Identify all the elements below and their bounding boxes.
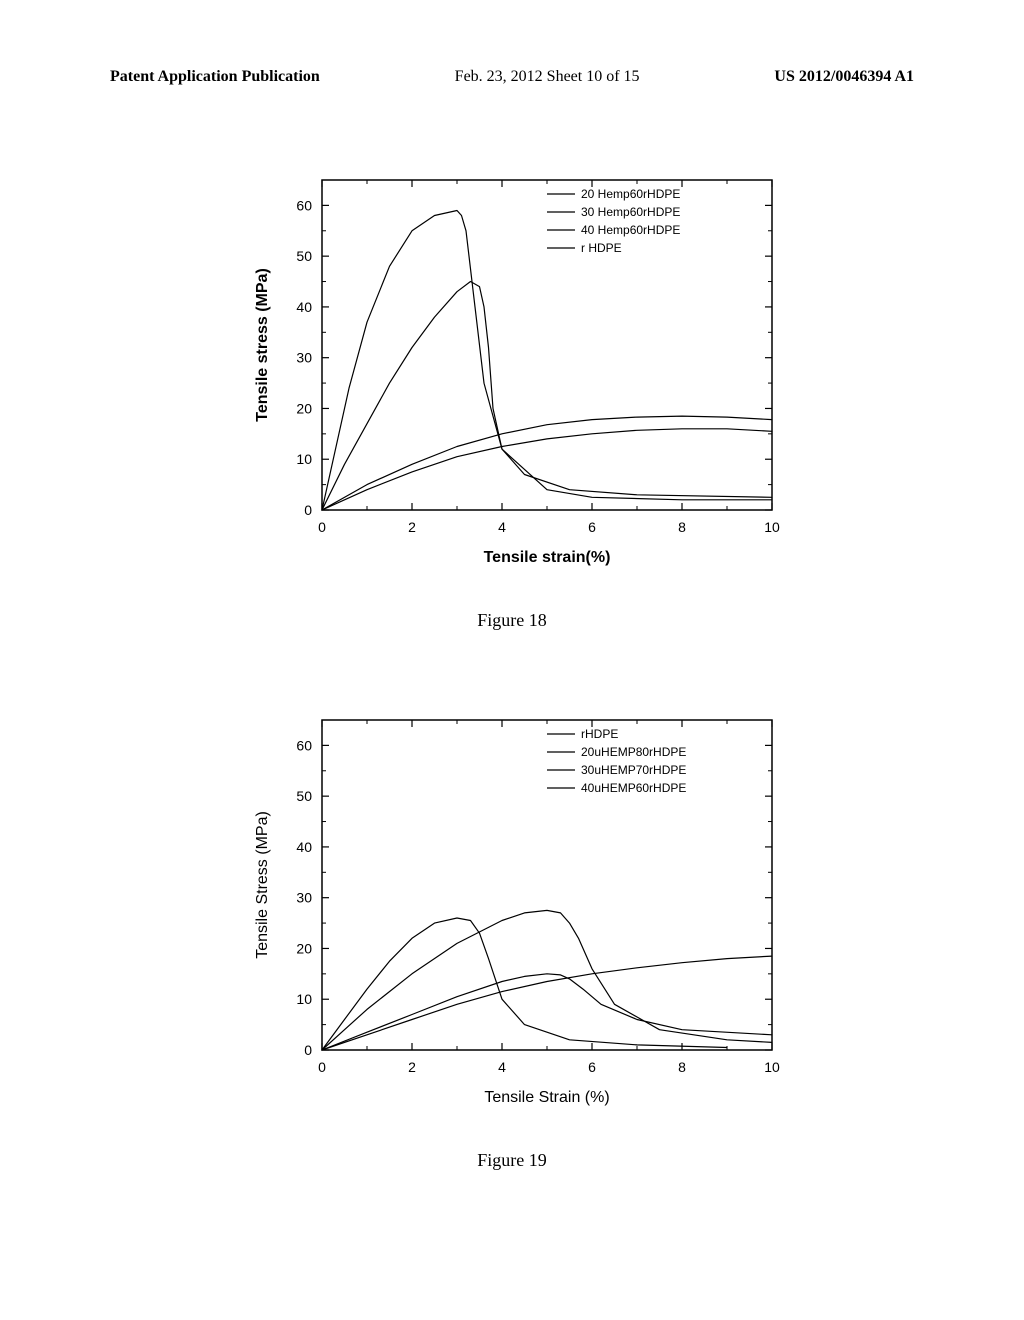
svg-text:0: 0 — [318, 1059, 326, 1075]
figure-19-caption: Figure 19 — [232, 1150, 792, 1171]
svg-text:4: 4 — [498, 519, 506, 535]
svg-text:2: 2 — [408, 1059, 416, 1075]
svg-text:2: 2 — [408, 519, 416, 535]
svg-text:rHDPE: rHDPE — [581, 727, 618, 741]
svg-text:30 Hemp60rHDPE: 30 Hemp60rHDPE — [581, 205, 680, 219]
svg-text:40: 40 — [296, 839, 312, 855]
svg-text:8: 8 — [678, 1059, 686, 1075]
svg-text:4: 4 — [498, 1059, 506, 1075]
svg-text:50: 50 — [296, 788, 312, 804]
svg-text:Tensile strain(%): Tensile strain(%) — [484, 549, 611, 566]
svg-text:0: 0 — [318, 519, 326, 535]
header-left: Patent Application Publication — [110, 68, 320, 86]
svg-text:20: 20 — [296, 400, 312, 416]
svg-text:8: 8 — [678, 519, 686, 535]
svg-text:10: 10 — [296, 991, 312, 1007]
figure-18-chart: 0 2 4 6 8 10 0 10 20 30 40 50 60 Tensile strain(%) Ten… — [232, 160, 792, 580]
figure-18-caption: Figure 18 — [232, 610, 792, 631]
svg-text:50: 50 — [296, 248, 312, 264]
svg-text:6: 6 — [588, 1059, 596, 1075]
svg-text:60: 60 — [296, 197, 312, 213]
svg-text:60: 60 — [296, 737, 312, 753]
svg-text:Tensile Strain (%): Tensile Strain (%) — [484, 1089, 609, 1106]
page-header: Patent Application Publication Feb. 23, … — [110, 68, 914, 86]
svg-text:40: 40 — [296, 299, 312, 315]
svg-text:0: 0 — [304, 502, 312, 518]
svg-text:0: 0 — [304, 1042, 312, 1058]
svg-text:Tensile stress (MPa): Tensile stress (MPa) — [254, 268, 271, 422]
svg-text:6: 6 — [588, 519, 596, 535]
svg-text:30: 30 — [296, 350, 312, 366]
svg-text:10: 10 — [764, 519, 780, 535]
svg-text:40uHEMP60rHDPE: 40uHEMP60rHDPE — [581, 781, 686, 795]
figure-19-chart: 0 2 4 6 8 10 0 10 20 30 40 50 60 Tensile Strain (%) Te… — [232, 700, 792, 1120]
svg-text:10: 10 — [296, 451, 312, 467]
figure-18-block: 0 2 4 6 8 10 0 10 20 30 40 50 60 Tensile strain(%) Ten… — [232, 160, 792, 631]
svg-text:20uHEMP80rHDPE: 20uHEMP80rHDPE — [581, 745, 686, 759]
svg-text:40 Hemp60rHDPE: 40 Hemp60rHDPE — [581, 223, 680, 237]
svg-text:30: 30 — [296, 890, 312, 906]
svg-text:30uHEMP70rHDPE: 30uHEMP70rHDPE — [581, 763, 686, 777]
svg-text:20: 20 — [296, 940, 312, 956]
svg-text:r HDPE: r HDPE — [581, 241, 622, 255]
figure-19-block: 0 2 4 6 8 10 0 10 20 30 40 50 60 Tensile Strain (%) Te… — [232, 700, 792, 1171]
svg-text:20 Hemp60rHDPE: 20 Hemp60rHDPE — [581, 187, 680, 201]
header-center: Feb. 23, 2012 Sheet 10 of 15 — [455, 68, 640, 86]
svg-text:10: 10 — [764, 1059, 780, 1075]
svg-text:Tensile Stress (MPa): Tensile Stress (MPa) — [254, 811, 271, 959]
header-right: US 2012/0046394 A1 — [774, 68, 914, 86]
